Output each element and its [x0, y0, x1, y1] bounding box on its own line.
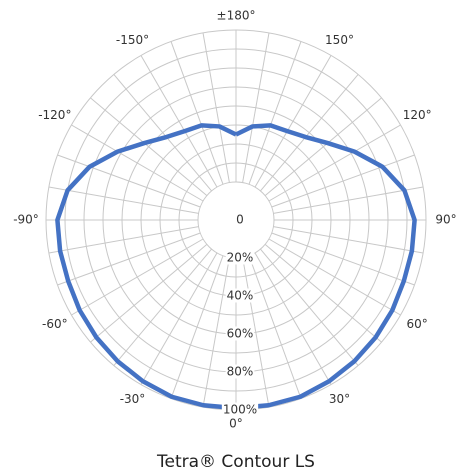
grid-spoke [254, 55, 332, 188]
grid-spoke [254, 252, 332, 385]
grid-spoke [260, 74, 359, 192]
theta-tick-label: 120° [403, 108, 432, 122]
grid [45, 29, 427, 411]
r-tick-label: 40% [227, 289, 254, 303]
theta-tick-label: 30° [329, 392, 350, 406]
grid-spoke [113, 248, 212, 366]
grid-spoke [48, 186, 199, 214]
grid-spoke [264, 97, 382, 196]
grid-spoke [71, 238, 204, 316]
r-tick-label: 60% [227, 327, 254, 341]
grid-spoke [248, 255, 302, 399]
r-tick-label-bg [225, 250, 255, 265]
r-tick-label: 0 [236, 213, 244, 227]
r-tick-label: 80% [227, 365, 254, 379]
grid-spoke [57, 232, 201, 286]
grid-spoke [170, 255, 224, 399]
grid-spoke [140, 55, 218, 188]
r-tick-label-bg [221, 402, 259, 417]
grid-spoke [90, 97, 208, 196]
theta-tick-label: -150° [116, 33, 149, 47]
grid-spoke [170, 41, 224, 185]
theta-tick-label: 60° [407, 317, 428, 331]
r-tick-label-bg [225, 364, 255, 379]
r-tick-label: 20% [227, 251, 254, 265]
theta-tick-label: 0° [229, 417, 243, 431]
chart-title: Tetra® Contour LS [156, 452, 315, 472]
grid-spoke [248, 41, 302, 185]
grid-spoke [202, 32, 230, 183]
theta-tick-label: -120° [38, 108, 71, 122]
theta-tick-label: 150° [325, 33, 354, 47]
grid-spoke [273, 226, 424, 254]
theta-tick-label: -30° [120, 392, 146, 406]
grid-spoke [242, 257, 270, 408]
grid-spoke [71, 124, 204, 202]
labels: 0 20% 40% 60% 80% 100%0° 30° 60° 90° 120° 150° ±180… [13, 9, 456, 431]
r-tick-label-bg [225, 326, 255, 341]
grid-spoke [242, 32, 270, 183]
grid-spoke [48, 226, 199, 254]
theta-tick-label: 90° [435, 213, 456, 227]
grid-spoke [140, 252, 218, 385]
r-tick-label-bg [225, 288, 255, 303]
grid-spoke [273, 186, 424, 214]
theta-tick-label: -90° [13, 213, 39, 227]
grid-spoke [260, 248, 359, 366]
theta-tick-label: -60° [42, 317, 68, 331]
grid-spoke [202, 257, 230, 408]
grid-spoke [268, 238, 401, 316]
grid-spoke [271, 154, 415, 208]
theta-tick-label: ±180° [217, 9, 256, 23]
grid-spoke [113, 74, 212, 192]
r-tick-label: 100% [223, 403, 257, 417]
grid-spoke [268, 124, 401, 202]
grid-spoke [90, 244, 208, 343]
grid-spoke [264, 244, 382, 343]
grid-spoke [271, 232, 415, 286]
grid-spoke [57, 154, 201, 208]
